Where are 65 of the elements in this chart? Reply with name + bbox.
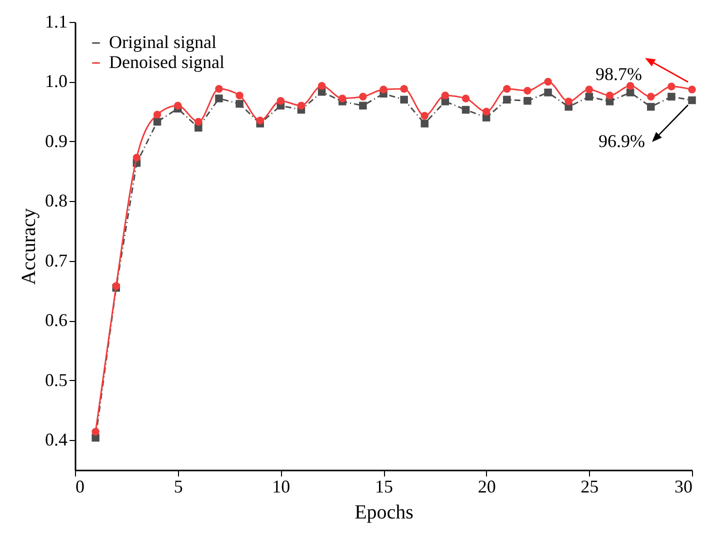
point (503, 85, 511, 93)
point (668, 92, 676, 101)
y-tick-label: 0.4 (45, 430, 68, 450)
point (236, 100, 244, 108)
point (420, 112, 429, 120)
x-tick-label: 20 (478, 476, 496, 496)
point (441, 92, 450, 100)
x-tick-label: 15 (375, 476, 393, 496)
point (276, 96, 285, 105)
point (503, 96, 511, 104)
point (92, 428, 100, 436)
y-tick-label: 0.5 (45, 370, 68, 390)
point (400, 96, 408, 104)
point (420, 120, 429, 128)
point (462, 94, 470, 102)
x-tick-label: 5 (174, 476, 183, 496)
point (318, 82, 326, 90)
point (359, 102, 367, 110)
point (626, 88, 634, 96)
x-tick-label: 30 (674, 476, 692, 496)
point (606, 92, 614, 100)
y-axis-title: Accuracy (18, 208, 40, 285)
point (236, 92, 244, 100)
legend-label: Denoised signal (109, 52, 224, 72)
point (688, 96, 696, 104)
point (646, 92, 655, 101)
y-tick-label: 0.9 (45, 130, 68, 151)
point (585, 92, 594, 101)
point (524, 86, 532, 95)
point (544, 88, 552, 96)
point (688, 86, 696, 94)
point (524, 96, 532, 105)
point (215, 85, 223, 93)
x-tick-label: 10 (272, 476, 290, 496)
point (132, 154, 141, 162)
point (544, 78, 552, 86)
point (380, 86, 388, 94)
point (400, 85, 408, 93)
point (585, 86, 594, 94)
x-tick-label: 0 (76, 476, 84, 496)
point (194, 118, 202, 126)
y-tick-label: 0.7 (45, 250, 68, 270)
x-axis-title: Epochs (354, 502, 414, 524)
y-tick-label: 1.0 (45, 71, 68, 92)
point (256, 116, 264, 124)
point (482, 108, 490, 116)
point (564, 98, 572, 106)
annotation: 96.9% (598, 131, 645, 151)
annotation: 98.7% (596, 64, 642, 84)
point (297, 102, 306, 110)
point (153, 110, 162, 118)
point (215, 94, 223, 102)
y-tick-label: 1.1 (45, 12, 68, 32)
y-tick-label: 0.8 (45, 190, 68, 211)
y-tick-label: 0.6 (45, 310, 68, 330)
legend-label: Original signal (109, 32, 216, 52)
point (153, 118, 162, 126)
point (668, 82, 676, 90)
x-tick-label: 25 (580, 476, 599, 496)
point (174, 102, 182, 110)
point (338, 94, 346, 102)
point (646, 102, 655, 111)
point (462, 106, 470, 114)
point (359, 92, 367, 101)
point (626, 82, 634, 90)
